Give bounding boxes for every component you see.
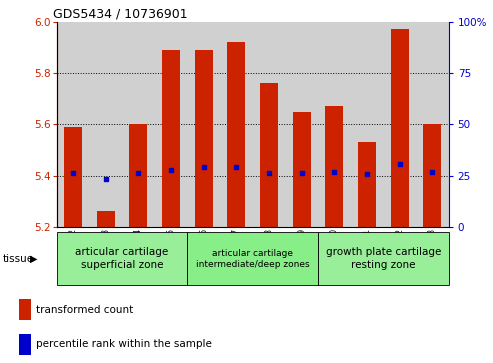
Text: articular cartilage
superficial zone: articular cartilage superficial zone [75, 248, 169, 270]
Bar [252, 22, 285, 227]
Bar [19, 334, 31, 355]
Text: ▶: ▶ [30, 254, 37, 264]
Bar [122, 22, 155, 227]
Bar [390, 29, 409, 227]
Bar [64, 127, 82, 227]
Text: articular cartilage
intermediate/deep zones: articular cartilage intermediate/deep zo… [196, 249, 310, 269]
Bar [318, 22, 351, 227]
Text: percentile rank within the sample: percentile rank within the sample [36, 339, 212, 349]
FancyBboxPatch shape [318, 232, 449, 285]
Bar [195, 50, 212, 227]
FancyBboxPatch shape [187, 232, 318, 285]
Bar [97, 212, 115, 227]
Text: growth plate cartilage
resting zone: growth plate cartilage resting zone [325, 248, 441, 270]
Bar [325, 106, 343, 227]
Bar [260, 83, 278, 227]
Bar [351, 22, 383, 227]
FancyBboxPatch shape [57, 232, 187, 285]
Bar [19, 299, 31, 320]
Text: GDS5434 / 10736901: GDS5434 / 10736901 [53, 8, 187, 21]
Bar [155, 22, 187, 227]
Bar [383, 22, 416, 227]
Bar [285, 22, 318, 227]
Bar [358, 142, 376, 227]
Bar [89, 22, 122, 227]
Bar [129, 124, 147, 227]
Bar [227, 42, 246, 227]
Bar [162, 50, 180, 227]
Text: tissue: tissue [2, 254, 34, 264]
Bar [187, 22, 220, 227]
Bar [220, 22, 252, 227]
Bar [293, 111, 311, 227]
Text: transformed count: transformed count [36, 305, 133, 315]
Bar [423, 124, 441, 227]
Bar [416, 22, 449, 227]
Bar [57, 22, 89, 227]
